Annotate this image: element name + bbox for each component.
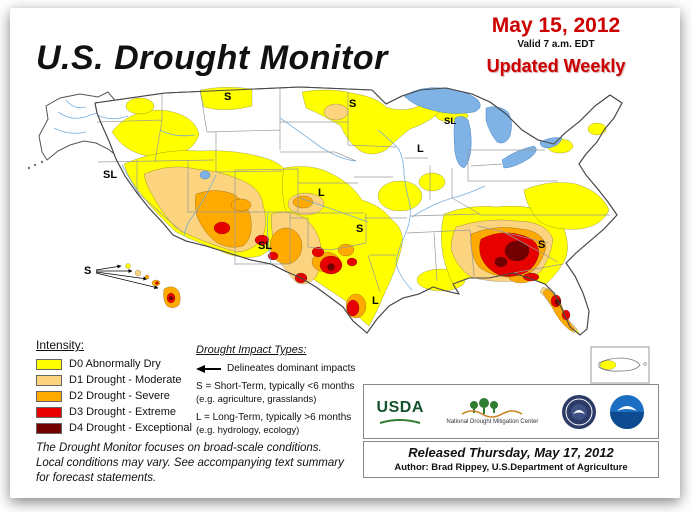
delineates-label: Delineates dominant impacts [227,363,356,374]
map-impact-label: S [356,223,363,235]
d1-color-swatch [36,374,62,386]
map-impact-label: S [349,98,356,110]
doc-seal [561,394,596,429]
long-term-examples: (e.g. hydrology, ecology) [196,424,300,436]
d3-color-swatch [36,406,62,418]
author-credit: Author: Brad Rippey, U.S.Department of A… [394,462,628,473]
update-frequency: Updated Weekly [486,56,626,76]
map-impact-label: SL [444,116,456,127]
disclaimer-line: for forecast statements. [36,471,157,484]
usda-logo: USDA [377,399,424,425]
d2-color-swatch [36,390,62,402]
legend-item-d0: D0 Abnormally Dry [36,358,192,370]
ndmc-logo: National Drought Mitigation Center [436,398,548,425]
agency-logos-box: USDA National Drought Mitigation Center [363,384,659,439]
great-lakes [199,87,563,180]
ndmc-logo-text: National Drought Mitigation Center [446,419,539,425]
legend-item-label: D4 Drought - Exceptional [69,422,192,434]
legend-item-label: D0 Abnormally Dry [69,358,161,370]
release-info-box: Released Thursday, May 17, 2012 Author: … [363,441,659,478]
disclaimer-line: Local conditions may vary. See accompany… [36,456,344,469]
rivers [96,114,486,291]
legend-title: Intensity: [36,338,85,352]
mainland-map: S S SL L SL L S SL L S [94,86,623,336]
date-block: May 15, 2012 Valid 7 a.m. EDT Updated We… [446,14,666,77]
valid-time: Valid 7 a.m. EDT [517,39,595,50]
short-term-definition: S = Short-Term, typically <6 months [196,381,355,392]
d0-color-swatch [36,358,62,370]
d4-color-swatch [36,422,62,434]
hawaii-inset: S [84,263,181,308]
map-impact-label: L [372,295,379,307]
d4-regions [327,240,562,306]
map-impact-label: S [538,239,545,251]
legend-item-d2: D2 Drought - Severe [36,390,192,402]
puerto-rico-inset [590,346,650,384]
usda-logo-text: USDA [376,398,424,416]
legend-item-d1: D1 Drought - Moderate [36,374,192,386]
map-impact-label: SL [103,169,117,181]
map-impact-label: L [417,143,424,155]
impact-types-block: Drought Impact Types: Delineates dominan… [196,344,368,444]
report-date: May 15, 2012 [491,14,621,37]
lake-superior [403,87,481,114]
legend-item-label: D2 Drought - Severe [69,390,170,402]
page-title: U.S. Drought Monitor [36,38,388,77]
ndmc-trees-icon [461,398,523,418]
noaa-seal [610,394,645,429]
long-term-definition: L = Long-Term, typically >6 months [196,412,352,424]
legend-item-label: D1 Drought - Moderate [69,374,182,386]
legend-item-label: D3 Drought - Extreme [69,406,176,418]
lake-huron [485,106,512,144]
map-impact-label: S [224,91,231,103]
lake-erie [501,145,537,169]
map-impact-label: SL [258,240,272,252]
state-borders [96,88,610,293]
map-impact-label: L [318,187,325,199]
intensity-legend: Intensity: D0 Abnormally Dry D1 Drought … [36,338,192,438]
release-date: Released Thursday, May 17, 2012 [408,445,614,460]
impact-types-title: Drought Impact Types: [196,344,307,356]
legend-item-d3: D3 Drought - Extreme [36,406,192,418]
delineation-arrow-icon [196,364,221,373]
disclaimer-line: The Drought Monitor focuses on broad-sca… [36,442,322,454]
legend-item-d4: D4 Drought - Exceptional [36,422,192,434]
usda-swoosh-icon [379,418,421,424]
map-impact-label: S [84,265,91,277]
great-salt-lake [199,170,211,180]
disclaimer-text: The Drought Monitor focuses on broad-sca… [36,441,344,486]
delineates-row: Delineates dominant impacts [196,363,368,374]
short-term-examples: (e.g. agriculture, grasslands) [196,393,317,405]
lake-michigan [453,116,472,169]
